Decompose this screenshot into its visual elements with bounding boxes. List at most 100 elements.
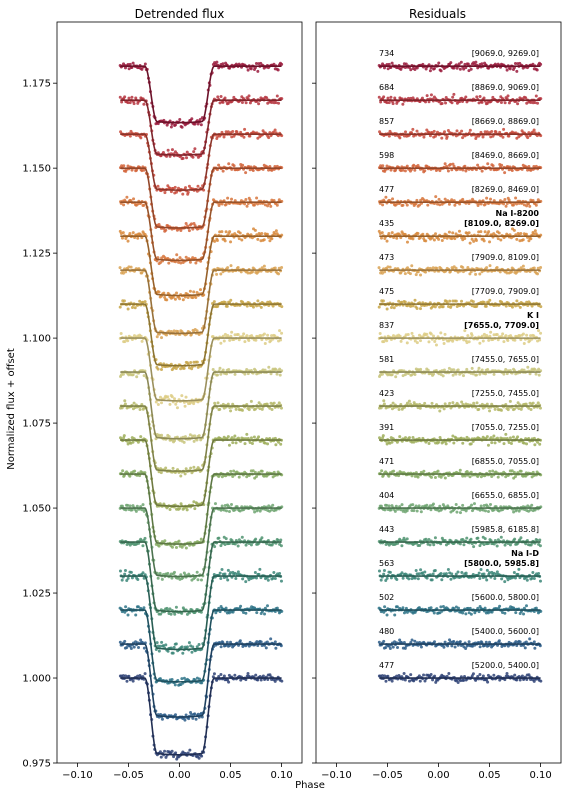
data-point — [223, 332, 227, 336]
data-point — [277, 440, 281, 444]
residual-point — [453, 237, 457, 241]
data-point — [120, 236, 124, 240]
residual-point — [441, 374, 445, 378]
residual-point — [474, 238, 478, 242]
residual-point — [513, 537, 517, 541]
data-point — [250, 442, 254, 446]
data-point — [225, 509, 229, 513]
data-point — [247, 408, 251, 412]
residual-point — [389, 306, 393, 309]
data-point — [278, 373, 282, 377]
data-point — [212, 300, 216, 304]
data-point — [279, 544, 283, 548]
transit-model-line — [120, 575, 282, 651]
data-point — [243, 340, 247, 344]
data-point — [129, 647, 133, 651]
data-point — [174, 540, 178, 544]
data-point — [189, 466, 193, 470]
y-axis-label: Normalized flux + offset — [6, 348, 17, 470]
residual-point — [480, 368, 484, 372]
data-point — [227, 367, 231, 371]
data-point — [195, 360, 199, 364]
data-point — [131, 679, 135, 683]
data-point — [217, 536, 221, 540]
data-point — [160, 433, 164, 437]
data-point — [260, 232, 264, 236]
residual-point — [469, 442, 473, 446]
data-point — [175, 406, 179, 410]
data-point — [178, 506, 182, 510]
data-point — [193, 507, 197, 511]
data-point — [266, 333, 270, 337]
data-point — [187, 717, 191, 721]
x-tick-label: 0.05 — [219, 770, 241, 781]
data-point — [196, 712, 200, 716]
data-point — [190, 713, 194, 717]
data-point — [170, 148, 174, 152]
data-point — [260, 469, 264, 473]
residual-point — [530, 503, 534, 507]
residual-point — [439, 605, 443, 609]
residual-point — [406, 333, 410, 337]
data-point — [140, 339, 144, 343]
data-point — [190, 117, 194, 121]
residual-point — [472, 239, 476, 243]
data-point — [219, 645, 223, 649]
data-point — [259, 305, 263, 309]
data-point — [231, 130, 235, 134]
residual-point — [456, 570, 460, 574]
data-point — [194, 296, 198, 299]
residual-point — [387, 231, 391, 235]
residual-point — [538, 538, 542, 542]
data-point — [135, 504, 139, 508]
y-tick-label: 1.075 — [22, 419, 51, 430]
data-point — [142, 646, 146, 650]
residual-point — [510, 305, 514, 309]
data-point — [191, 716, 195, 720]
residual-point — [405, 341, 409, 345]
data-point — [118, 266, 122, 270]
data-point — [194, 717, 198, 721]
data-point — [229, 640, 233, 644]
data-point — [123, 340, 127, 344]
data-point — [131, 373, 135, 377]
residual-point — [402, 672, 406, 676]
residual-point — [534, 372, 538, 376]
residual-point — [413, 298, 417, 302]
data-point — [231, 475, 235, 479]
data-point — [238, 639, 242, 643]
data-point — [122, 299, 126, 303]
data-point — [256, 69, 260, 73]
data-point — [228, 230, 232, 234]
data-point — [229, 240, 233, 244]
data-point — [125, 579, 129, 582]
data-point — [242, 332, 246, 336]
data-point — [253, 407, 257, 411]
data-point — [219, 272, 223, 276]
data-point — [178, 117, 182, 121]
residual-point — [537, 572, 541, 576]
data-point — [165, 298, 169, 302]
data-point — [270, 407, 274, 411]
data-point — [184, 713, 188, 717]
residual-point — [426, 368, 430, 372]
residual-point — [385, 576, 389, 580]
data-point — [230, 197, 234, 201]
data-point — [172, 570, 176, 574]
data-point — [217, 606, 221, 610]
data-point — [168, 607, 172, 611]
data-point — [226, 196, 230, 200]
data-point — [126, 239, 130, 243]
data-point — [131, 61, 135, 65]
data-point — [123, 639, 127, 643]
data-point — [132, 401, 136, 405]
data-point — [160, 577, 164, 581]
residual-point — [497, 639, 501, 643]
data-point — [170, 677, 174, 681]
residual-point — [431, 502, 435, 506]
data-point — [157, 544, 161, 548]
residual-point — [453, 645, 457, 649]
data-point — [236, 544, 240, 548]
residual-point — [448, 299, 452, 303]
data-point — [174, 605, 178, 609]
